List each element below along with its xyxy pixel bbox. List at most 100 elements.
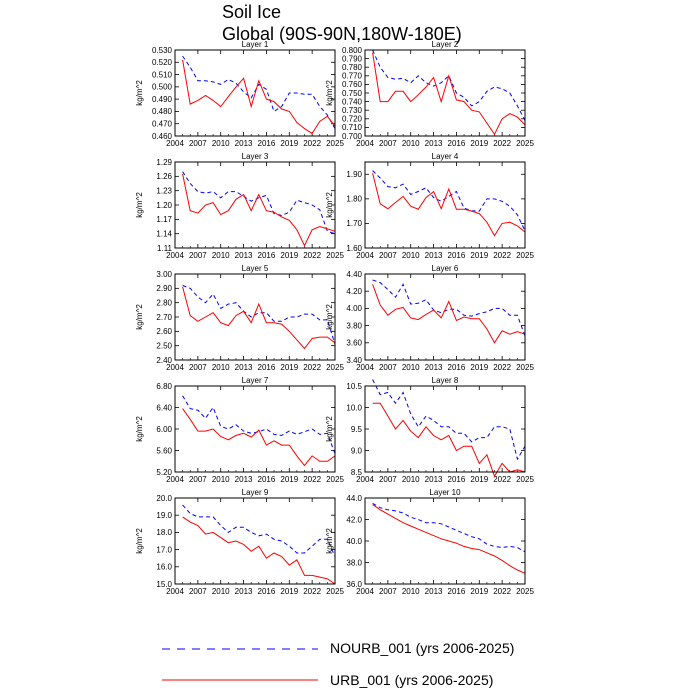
y-tick-label: 0.490 bbox=[152, 95, 173, 104]
x-tick-label: 2004 bbox=[356, 251, 374, 260]
y-tick-label: 10.0 bbox=[346, 403, 362, 412]
y-tick-label: 0.480 bbox=[152, 107, 173, 116]
y-tick-label: 0.510 bbox=[152, 70, 173, 79]
y-tick-label: 1.70 bbox=[346, 219, 362, 228]
y-tick-label: 0.720 bbox=[342, 115, 363, 124]
series-line-nourb bbox=[182, 285, 336, 345]
x-tick-label: 2016 bbox=[258, 363, 276, 372]
y-tick-label: 3.00 bbox=[156, 270, 172, 279]
series-line-nourb bbox=[372, 49, 526, 121]
x-tick-label: 2010 bbox=[212, 251, 230, 260]
series-line-nourb bbox=[372, 502, 526, 553]
chart-title: Soil Ice bbox=[222, 2, 282, 22]
y-tick-label: 1.26 bbox=[156, 172, 172, 181]
panel-title: Layer 1 bbox=[242, 40, 269, 49]
x-tick-label: 2010 bbox=[212, 587, 230, 596]
y-tick-label: 3.80 bbox=[346, 321, 362, 330]
y-axis-label: kg/m^2 bbox=[135, 528, 144, 554]
x-tick-label: 2022 bbox=[303, 475, 321, 484]
x-tick-label: 2016 bbox=[448, 475, 466, 484]
x-tick-label: 2013 bbox=[235, 475, 253, 484]
y-tick-label: 0.770 bbox=[342, 72, 363, 81]
x-tick-label: 2016 bbox=[258, 475, 276, 484]
x-tick-label: 2004 bbox=[356, 475, 374, 484]
panel-3: Layer 3 kg/m^2 1.11 1.14 1.17 1.20 1.23 1.26 1.2… bbox=[135, 152, 344, 260]
y-tick-label: 2.40 bbox=[156, 356, 172, 365]
y-tick-label: 0.710 bbox=[342, 123, 363, 132]
plot-frame bbox=[364, 497, 526, 585]
y-tick-label: 1.80 bbox=[346, 195, 362, 204]
x-tick-label: 2019 bbox=[470, 587, 488, 596]
panel-8: Layer 8 kg/m^2 8.5 9.0 9.5 10.0 10.5 2004 2007 20… bbox=[325, 376, 534, 484]
series-line-urb bbox=[372, 284, 526, 344]
y-axis-label: kg/m^2 bbox=[135, 192, 144, 218]
y-tick-label: 3.60 bbox=[346, 339, 362, 348]
y-tick-label: 5.60 bbox=[156, 446, 172, 455]
x-tick-label: 2016 bbox=[448, 251, 466, 260]
y-axis-label: kg/m^2 bbox=[325, 304, 334, 330]
panel-title: Layer 6 bbox=[432, 264, 459, 273]
y-axis-label: kg/m^2 bbox=[325, 80, 334, 106]
series-line-urb bbox=[182, 59, 336, 135]
x-tick-label: 2019 bbox=[280, 475, 298, 484]
x-tick-label: 2007 bbox=[189, 475, 207, 484]
y-tick-label: 1.90 bbox=[346, 170, 362, 179]
plot-frame bbox=[174, 273, 336, 361]
series-line-urb bbox=[372, 172, 526, 237]
plot-frame bbox=[174, 497, 336, 585]
y-tick-label: 44.0 bbox=[346, 494, 362, 503]
y-axis-label: kg/m^2 bbox=[135, 80, 144, 106]
y-tick-label: 3.40 bbox=[346, 356, 362, 365]
x-tick-label: 2016 bbox=[258, 139, 276, 148]
x-tick-label: 2013 bbox=[235, 251, 253, 260]
y-tick-label: 0.500 bbox=[152, 83, 173, 92]
y-tick-label: 2.90 bbox=[156, 284, 172, 293]
series-line-nourb bbox=[182, 171, 336, 235]
y-tick-label: 4.20 bbox=[346, 287, 362, 296]
x-tick-label: 2010 bbox=[212, 363, 230, 372]
y-tick-label: 0.760 bbox=[342, 80, 363, 89]
y-tick-label: 1.20 bbox=[156, 201, 172, 210]
x-tick-label: 2007 bbox=[189, 363, 207, 372]
x-tick-label: 2022 bbox=[493, 475, 511, 484]
y-tick-label: 0.740 bbox=[342, 97, 363, 106]
series-line-urb bbox=[372, 402, 526, 478]
x-tick-label: 2007 bbox=[379, 251, 397, 260]
x-tick-label: 2004 bbox=[356, 363, 374, 372]
y-tick-label: 17.0 bbox=[156, 545, 172, 554]
panel-9: Layer 9 kg/m^2 15.0 16.0 17.0 18.0 19.0 20.0 200… bbox=[135, 488, 344, 596]
y-tick-label: 38.0 bbox=[346, 558, 362, 567]
y-tick-label: 0.520 bbox=[152, 58, 173, 67]
x-tick-label: 2004 bbox=[166, 475, 184, 484]
plot-frame bbox=[364, 385, 526, 473]
y-tick-label: 6.80 bbox=[156, 382, 172, 391]
y-tick-label: 4.00 bbox=[346, 304, 362, 313]
panel-4: Layer 4 kg/m^2 1.60 1.70 1.80 1.90 2004 2007 201… bbox=[325, 152, 534, 260]
y-tick-label: 2.50 bbox=[156, 341, 172, 350]
x-tick-label: 2013 bbox=[425, 475, 443, 484]
x-tick-label: 2025 bbox=[516, 251, 534, 260]
y-tick-label: 8.5 bbox=[351, 468, 363, 477]
x-tick-label: 2016 bbox=[448, 363, 466, 372]
x-tick-label: 2013 bbox=[425, 363, 443, 372]
x-tick-label: 2007 bbox=[379, 139, 397, 148]
panel-title: Layer 10 bbox=[429, 488, 461, 497]
x-tick-label: 2025 bbox=[516, 363, 534, 372]
series-line-nourb bbox=[182, 55, 336, 129]
x-tick-label: 2025 bbox=[326, 587, 344, 596]
x-tick-label: 2019 bbox=[470, 363, 488, 372]
legend-label-urb: URB_001 (yrs 2006-2025) bbox=[330, 672, 494, 688]
chart-subtitle: Global (90S-90N,180W-180E) bbox=[222, 24, 462, 44]
y-tick-label: 1.60 bbox=[346, 244, 362, 253]
series-line-urb bbox=[182, 286, 336, 350]
x-tick-label: 2022 bbox=[493, 139, 511, 148]
x-tick-label: 2007 bbox=[189, 251, 207, 260]
x-tick-label: 2019 bbox=[280, 363, 298, 372]
y-tick-label: 16.0 bbox=[156, 563, 172, 572]
panel-2: Layer 2kg/m^20.7000.7100.7200.7300.7400.… bbox=[325, 40, 534, 148]
y-tick-label: 0.530 bbox=[152, 46, 173, 55]
y-tick-label: 1.17 bbox=[156, 215, 172, 224]
x-tick-label: 2010 bbox=[212, 139, 230, 148]
x-tick-label: 2025 bbox=[516, 139, 534, 148]
